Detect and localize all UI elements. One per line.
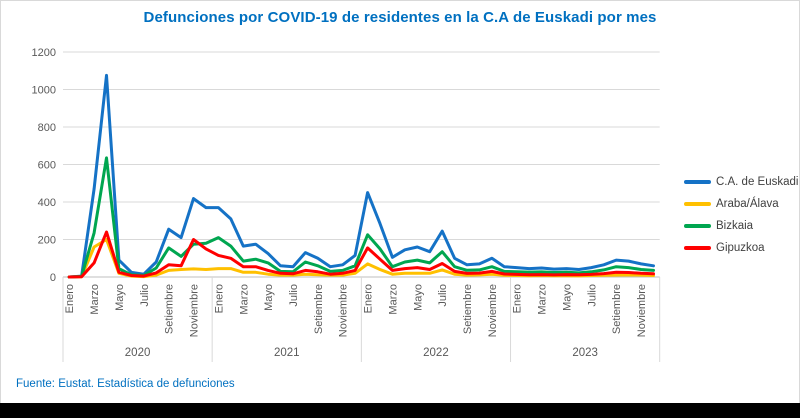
source-note: Fuente: Eustat. Estadística de defuncion… <box>16 378 235 390</box>
x-tick-label: Enero <box>213 284 225 313</box>
legend-item-araba-lava: Araba/Álava <box>684 196 798 211</box>
y-tick-label: 200 <box>38 235 56 247</box>
x-tick-label: Mayo <box>561 284 573 311</box>
x-tick-label: Enero <box>363 284 375 313</box>
x-tick-label: Marzo <box>537 284 549 315</box>
x-tick-label: Noviembre <box>636 284 648 337</box>
x-tick-label: Julio <box>139 284 151 307</box>
legend-line-swatch <box>684 223 711 228</box>
legend-line-swatch <box>684 245 711 250</box>
x-tick-label: Mayo <box>412 284 424 311</box>
chart-legend: C.A. de Euskadi Araba/Álava Bizkaia Gipuzko… <box>684 174 798 255</box>
y-tick-label: 600 <box>38 160 56 172</box>
x-tick-label: Mayo <box>263 284 275 311</box>
y-tick-label: 0 <box>50 272 56 284</box>
x-tick-label: Enero <box>64 284 76 313</box>
x-tick-label: Julio <box>437 284 449 307</box>
x-tick-label: Marzo <box>89 284 101 315</box>
y-tick-label: 1000 <box>32 85 56 97</box>
legend-label: Araba/Álava <box>716 197 779 210</box>
x-tick-label: Setiembre <box>462 284 474 334</box>
chart-title: Defunciones por COVID-19 de residentes e… <box>143 9 657 26</box>
year-label-2021: 2021 <box>274 347 300 359</box>
x-tick-label: Julio <box>288 284 300 307</box>
x-tick-label: Noviembre <box>338 284 350 337</box>
series-line-bizkaia <box>67 156 655 279</box>
x-tick-label: Marzo <box>238 284 250 315</box>
line-chart-canvas: 0 200 400 600 800 1000 1200 Enero Marzo Mayo Julio… <box>32 47 661 362</box>
x-tick-label: Noviembre <box>189 284 201 337</box>
x-tick-label: Setiembre <box>313 284 325 334</box>
legend-item-gipuzkoa: Gipuzkoa <box>684 240 798 255</box>
x-tick-label: Setiembre <box>164 284 176 334</box>
y-tick-label: 400 <box>38 197 56 209</box>
legend-item-bizkaia: Bizkaia <box>684 218 798 233</box>
x-tick-label: Setiembre <box>611 284 623 334</box>
legend-item-c-a-de-euskadi: C.A. de Euskadi <box>684 174 798 189</box>
year-label-2023: 2023 <box>572 347 598 359</box>
legend-label: Gipuzkoa <box>716 241 765 254</box>
x-tick-label: Mayo <box>114 284 126 311</box>
x-tick-label: Enero <box>512 284 524 313</box>
year-label-2020: 2020 <box>125 347 151 359</box>
x-tick-label: Noviembre <box>487 284 499 337</box>
x-tick-label: Marzo <box>387 284 399 315</box>
bottom-black-bar <box>0 403 800 418</box>
x-tick-label: Julio <box>586 284 598 307</box>
year-label-2022: 2022 <box>423 347 449 359</box>
legend-line-swatch <box>684 201 711 206</box>
legend-label: C.A. de Euskadi <box>716 175 799 188</box>
legend-label: Bizkaia <box>716 219 754 232</box>
series-line-gipuzkoa <box>67 230 655 279</box>
series-line-c-a-de-euskadi <box>67 73 655 279</box>
legend-line-swatch <box>684 179 711 184</box>
y-tick-label: 800 <box>38 122 56 134</box>
y-tick-label: 1200 <box>32 47 56 59</box>
